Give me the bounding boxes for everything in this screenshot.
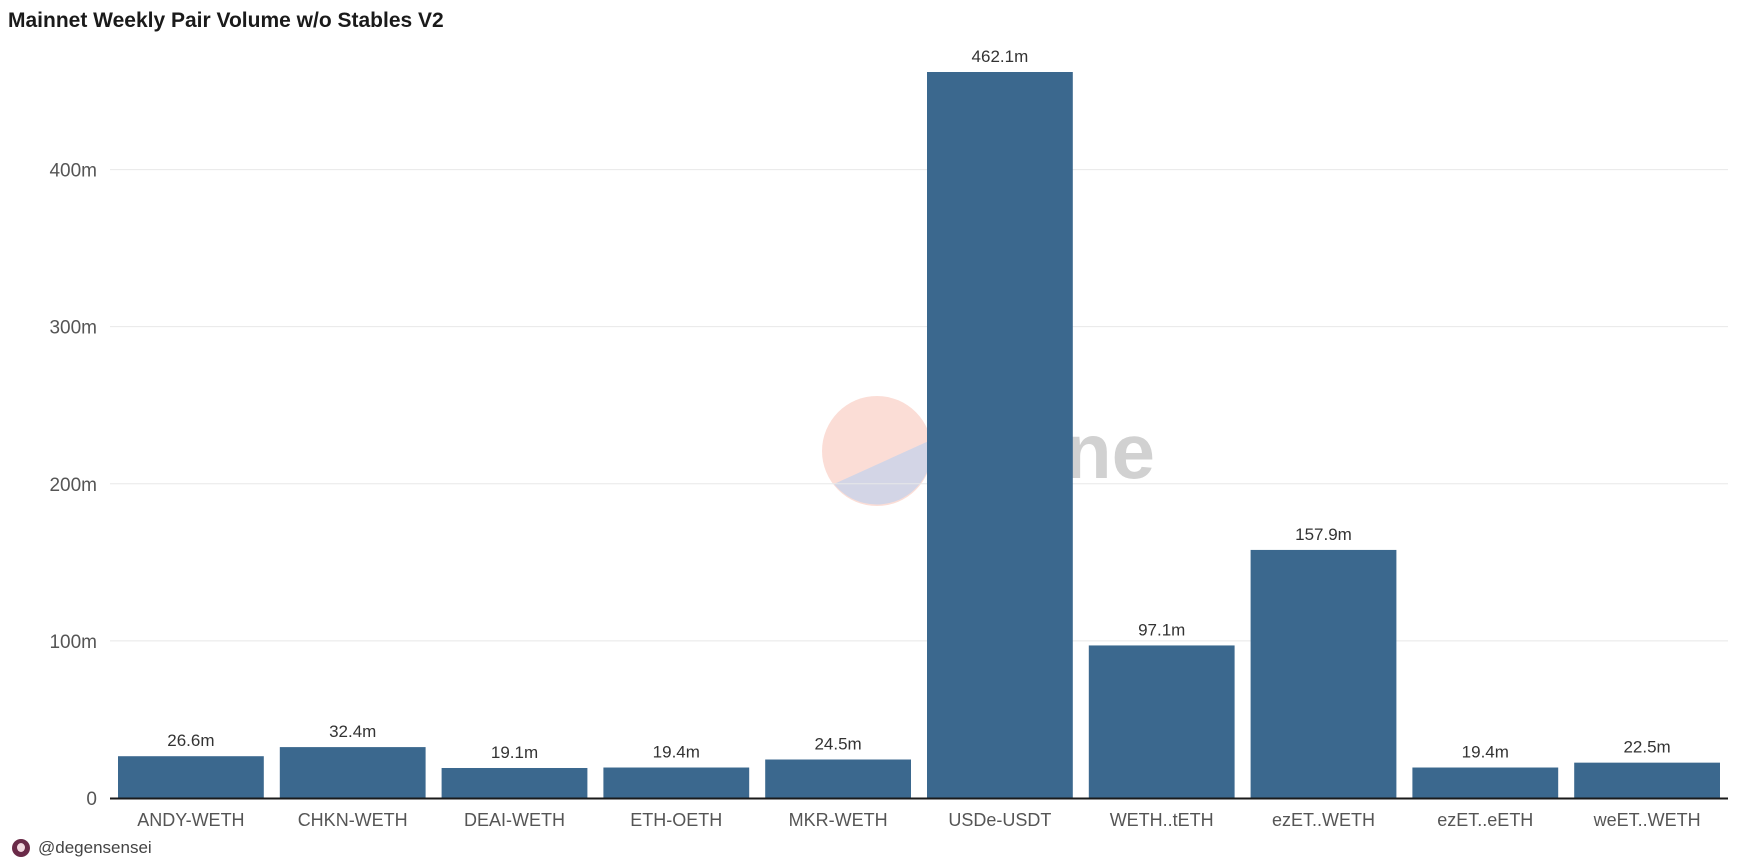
x-tick-label: ETH-OETH — [630, 810, 722, 830]
x-tick-label: DEAI-WETH — [464, 810, 565, 830]
bar-data-label: 157.9m — [1295, 525, 1352, 544]
bar — [279, 747, 426, 798]
bar-data-label: 19.4m — [1462, 743, 1509, 762]
x-tick-label: ANDY-WETH — [137, 810, 244, 830]
watermark-logo-icon — [822, 396, 932, 506]
y-tick-label: 300m — [49, 318, 97, 339]
bar — [441, 767, 588, 798]
bar — [1088, 645, 1235, 798]
bar-data-label: 97.1m — [1138, 620, 1185, 639]
x-tick-label: ezET..eETH — [1437, 810, 1533, 830]
bar-data-label: 24.5m — [814, 735, 861, 754]
bar-data-label: 26.6m — [167, 731, 214, 750]
x-tick-label: MKR-WETH — [789, 810, 888, 830]
x-tick-label: ezET..WETH — [1272, 810, 1375, 830]
bar-data-label: 19.1m — [491, 743, 538, 762]
watermark-logo-shade-icon — [834, 440, 932, 505]
bar — [765, 759, 911, 798]
x-tick-label: weET..WETH — [1593, 810, 1701, 830]
bar-data-label: 22.5m — [1623, 738, 1670, 757]
author-name: @degensensei — [38, 838, 152, 857]
author-credit[interactable]: @degensensei — [12, 838, 152, 858]
y-tick-label: 0 — [86, 789, 97, 810]
bar — [927, 72, 1073, 798]
x-tick-label: USDe-USDT — [948, 810, 1051, 830]
y-tick-label: 400m — [49, 161, 97, 182]
bar — [1250, 549, 1397, 798]
bar-data-label: 462.1m — [972, 47, 1029, 66]
y-tick-label: 100m — [49, 632, 97, 653]
x-tick-label: CHKN-WETH — [298, 810, 408, 830]
bar — [603, 767, 750, 798]
avatar — [12, 839, 30, 857]
bar — [1412, 767, 1559, 798]
bar — [1574, 762, 1720, 798]
bar-data-label: 32.4m — [329, 722, 376, 741]
bar — [118, 756, 264, 798]
bar-data-label: 19.4m — [653, 743, 700, 762]
chart-title: Mainnet Weekly Pair Volume w/o Stables V… — [8, 9, 444, 32]
x-tick-label: WETH..tETH — [1110, 810, 1214, 830]
y-tick-label: 200m — [49, 475, 97, 496]
